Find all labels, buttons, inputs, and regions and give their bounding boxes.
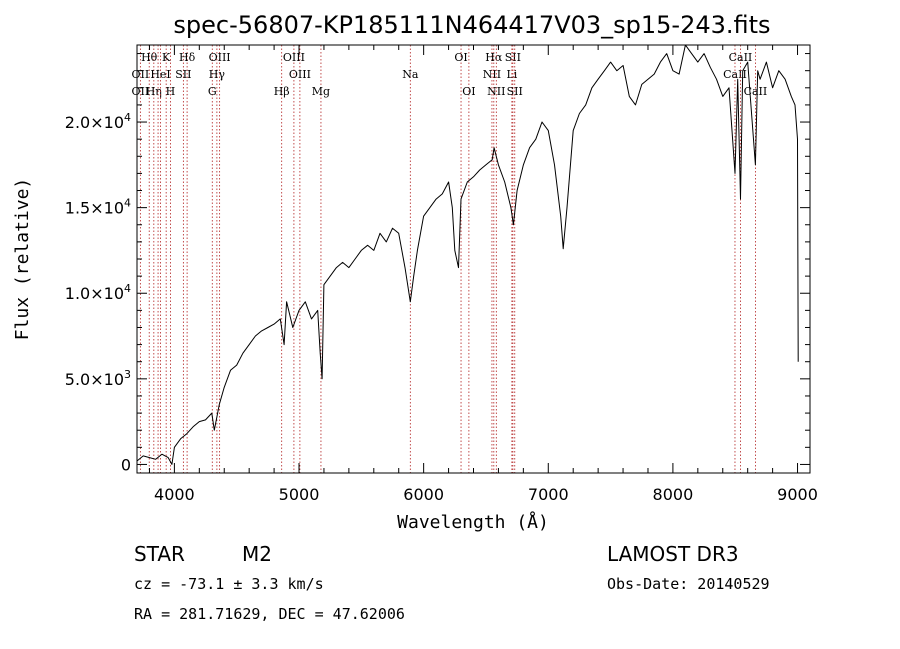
series-layer: [137, 45, 799, 465]
y-tick-label: 5.0×103: [65, 368, 131, 389]
spectral-line-label: Hβ: [274, 85, 290, 98]
spectral-line-label: OII: [132, 85, 150, 98]
obs-date-text: Obs-Date: 20140529: [607, 575, 770, 593]
spectral-line-label: CaII: [744, 85, 768, 98]
y-tick-label: 1.0×104: [65, 282, 131, 303]
axis-ticks: 4000 5000 6000 7000 8000 9000 0 5.0×103 1.0×104 1…: [65, 45, 818, 504]
spectral-line-label: Hα: [485, 51, 503, 64]
spectral-line-label: NII: [483, 68, 501, 81]
spectral-line-label: H: [166, 85, 176, 98]
spectral-line-label: HeI: [150, 68, 170, 81]
x-tick-label: 8000: [653, 485, 694, 504]
spectral-line-label: SII: [175, 68, 191, 81]
spectral-line-label: OI: [462, 85, 475, 98]
spectral-line-label: OIII: [283, 51, 305, 64]
coords-text: RA = 281.71629, DEC = 47.62006: [134, 605, 405, 623]
object-class: STAR: [134, 542, 185, 566]
x-tick-label: 5000: [279, 485, 320, 504]
plot-frame: [136, 44, 811, 474]
spectral-line-label: OI: [454, 51, 467, 64]
spectral-line-label: Li: [506, 68, 517, 81]
spectral-line-label: Hθ: [141, 51, 158, 64]
spectrum-series-line: [137, 45, 799, 465]
spectral-line-label: Mg: [312, 85, 330, 98]
x-tick-label: 9000: [777, 485, 818, 504]
spectral-line-label: OII: [132, 68, 150, 81]
spectral-line-label: NII: [487, 85, 505, 98]
x-tick-label: 7000: [528, 485, 569, 504]
spectral-line-label: SII: [507, 85, 523, 98]
spectral-line-label: Hη: [146, 85, 162, 98]
spectral-line-label: Hδ: [179, 51, 196, 64]
object-subclass: M2: [242, 542, 272, 566]
spectral-line-label: CaII: [729, 51, 753, 64]
spectral-line-label: K: [162, 51, 171, 64]
spectral-line-label: Hγ: [209, 68, 226, 81]
spectral-line-label: Na: [402, 68, 419, 81]
x-tick-label: 4000: [154, 485, 195, 504]
spectral-line-label: CaII: [723, 68, 747, 81]
spectral-line-label: OIII: [289, 68, 311, 81]
y-tick-label: 1.5×104: [65, 197, 131, 218]
x-tick-label: 6000: [403, 485, 444, 504]
spectral-line-label: OIII: [209, 51, 231, 64]
y-tick-label: 2.0×104: [65, 111, 131, 132]
chart-title: spec-56807-KP185111N464417V03_sp15-243.f…: [173, 11, 770, 39]
x-axis-label: Wavelength (Å): [397, 511, 549, 533]
survey-name: LAMOST DR3: [607, 542, 739, 566]
y-axis-label: Flux (relative): [12, 178, 33, 341]
spectral-lines-layer: OIIOIIHθHηHeIKHSIIHδGHγOIIIHβOIIIOIIIMgN…: [132, 45, 768, 473]
redshift-text: cz = -73.1 ± 3.3 km/s: [134, 575, 324, 593]
y-tick-label: 0: [121, 455, 131, 474]
spectral-line-label: SII: [505, 51, 521, 64]
spectral-line-label: G: [208, 85, 217, 98]
